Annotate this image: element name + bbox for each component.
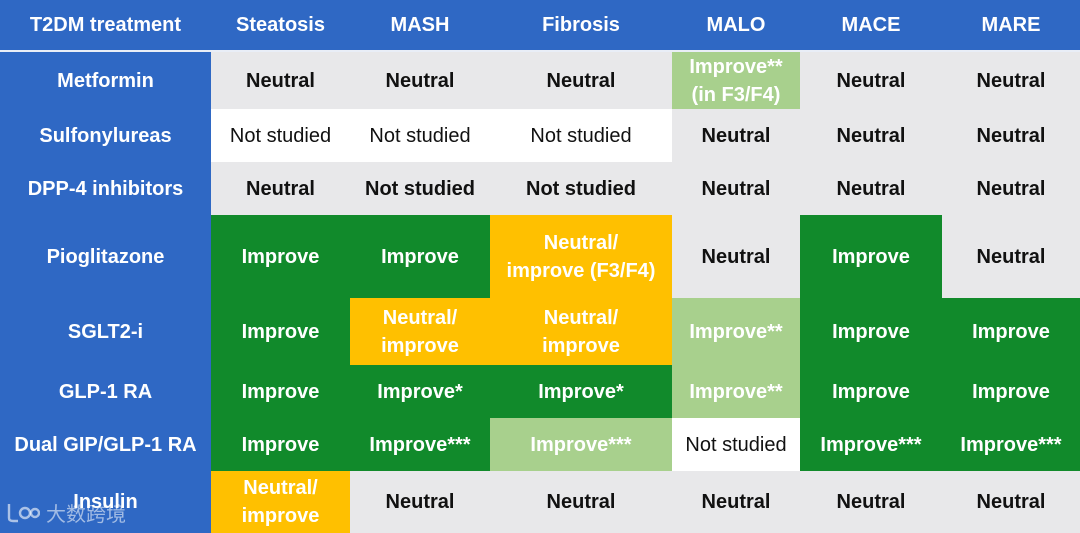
dual-mace: Improve*** xyxy=(800,418,942,471)
insulin-mace: Neutral xyxy=(800,471,942,533)
row-label-sulfonylureas: Sulfonylureas xyxy=(0,109,211,162)
sglt2i-fibrosis: Neutral/improve xyxy=(490,298,672,365)
insulin-malo: Neutral xyxy=(672,471,800,533)
header-fibrosis: Fibrosis xyxy=(490,0,672,52)
row-label-sglt2i: SGLT2-i xyxy=(0,298,211,365)
cell-text-line: improve xyxy=(542,334,620,357)
glp1ra-malo: Improve** xyxy=(672,365,800,418)
sglt2i-mare: Improve xyxy=(942,298,1080,365)
header-mace: MACE xyxy=(800,0,942,52)
glp1ra-mare: Improve xyxy=(942,365,1080,418)
row-label-insulin: Insulin xyxy=(0,471,211,533)
row-label-pioglitazone: Pioglitazone xyxy=(0,215,211,298)
pioglitazone-malo: Neutral xyxy=(672,215,800,298)
insulin-mare: Neutral xyxy=(942,471,1080,533)
metformin-mace: Neutral xyxy=(800,52,942,109)
dual-malo: Not studied xyxy=(672,418,800,471)
header-mash: MASH xyxy=(350,0,490,52)
sulfonylureas-malo: Neutral xyxy=(672,109,800,162)
pioglitazone-steatosis: Improve xyxy=(211,215,350,298)
header-mare: MARE xyxy=(942,0,1080,52)
pioglitazone-mash: Improve xyxy=(350,215,490,298)
cell-text-line: improve xyxy=(241,505,320,527)
dual-mare: Improve*** xyxy=(942,418,1080,471)
sulfonylureas-steatosis: Not studied xyxy=(211,109,350,162)
dpp4-mash: Not studied xyxy=(350,162,490,215)
pioglitazone-mare: Neutral xyxy=(942,215,1080,298)
sglt2i-steatosis: Improve xyxy=(211,298,350,365)
header-treatment: T2DM treatment xyxy=(0,0,211,52)
metformin-mash: Neutral xyxy=(350,52,490,109)
sulfonylureas-mace: Neutral xyxy=(800,109,942,162)
pioglitazone-fibrosis: Neutral/improve (F3/F4) xyxy=(490,215,672,298)
cell-text-line: (in F3/F4) xyxy=(691,83,781,106)
metformin-fibrosis: Neutral xyxy=(490,52,672,109)
header-steatosis: Steatosis xyxy=(211,0,350,52)
dpp4-malo: Neutral xyxy=(672,162,800,215)
cell-text-line: Improve** xyxy=(689,55,783,78)
dual-steatosis: Improve xyxy=(211,418,350,471)
cell-text-line: Neutral/ xyxy=(543,231,619,254)
glp1ra-mace: Improve xyxy=(800,365,942,418)
sulfonylureas-mash: Not studied xyxy=(350,109,490,162)
glp1ra-steatosis: Improve xyxy=(211,365,350,418)
cell-text-line: Neutral/ xyxy=(543,306,619,329)
sglt2i-malo: Improve** xyxy=(672,298,800,365)
dpp4-mace: Neutral xyxy=(800,162,942,215)
glp1ra-fibrosis: Improve* xyxy=(490,365,672,418)
metformin-steatosis: Neutral xyxy=(211,52,350,109)
dpp4-mare: Neutral xyxy=(942,162,1080,215)
cell-text-line: Neutral/ xyxy=(243,477,318,499)
dpp4-fibrosis: Not studied xyxy=(490,162,672,215)
cell-text-line: improve (F3/F4) xyxy=(506,259,656,282)
insulin-fibrosis: Neutral xyxy=(490,471,672,533)
sulfonylureas-mare: Neutral xyxy=(942,109,1080,162)
dual-mash: Improve*** xyxy=(350,418,490,471)
row-label-glp1ra: GLP-1 RA xyxy=(0,365,211,418)
row-label-metformin: Metformin xyxy=(0,52,211,109)
sulfonylureas-fibrosis: Not studied xyxy=(490,109,672,162)
glp1ra-mash: Improve* xyxy=(350,365,490,418)
sglt2i-mace: Improve xyxy=(800,298,942,365)
dual-fibrosis: Improve*** xyxy=(490,418,672,471)
metformin-mare: Neutral xyxy=(942,52,1080,109)
row-label-dual-gip-glp1ra: Dual GIP/GLP-1 RA xyxy=(0,418,211,471)
header-malo: MALO xyxy=(672,0,800,52)
cell-text-line: Neutral/ xyxy=(382,306,458,329)
sglt2i-mash: Neutral/improve xyxy=(350,298,490,365)
metformin-malo: Improve** (in F3/F4) xyxy=(672,52,800,109)
dpp4-steatosis: Neutral xyxy=(211,162,350,215)
cell-text-line: improve xyxy=(381,334,459,357)
insulin-steatosis: Neutral/improve xyxy=(211,471,350,533)
pioglitazone-mace: Improve xyxy=(800,215,942,298)
row-label-dpp4: DPP-4 inhibitors xyxy=(0,162,211,215)
insulin-mash: Neutral xyxy=(350,471,490,533)
